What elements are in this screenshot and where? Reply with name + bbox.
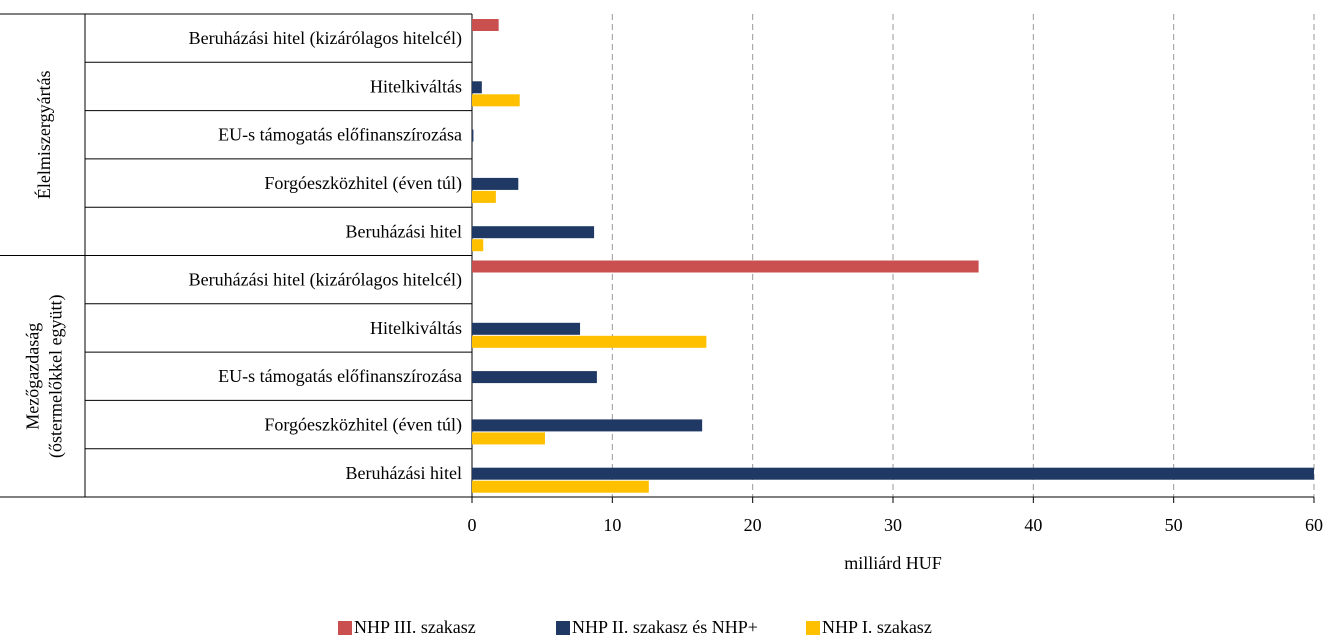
legend-swatch (338, 621, 352, 635)
bar (472, 335, 707, 348)
bar (472, 260, 979, 273)
category-label: Beruházási hitel (kizárólagos hitelcél) (189, 270, 462, 291)
bar (472, 81, 482, 94)
bar (472, 322, 581, 335)
legend-label: NHP III. szakasz (354, 617, 476, 637)
category-label: EU-s támogatás előfinanszírozása (218, 366, 462, 386)
category-label: EU-s támogatás előfinanszírozása (218, 125, 462, 145)
x-tick-label: 20 (744, 515, 762, 535)
x-tick-label: 50 (1165, 515, 1183, 535)
category-label: Beruházási hitel (kizárólagos hitelcél) (189, 28, 462, 49)
x-tick-label: 10 (603, 515, 621, 535)
bar (472, 226, 595, 239)
category-label: Beruházási hitel (346, 221, 462, 241)
group-label: Élelmiszergyártás (33, 70, 54, 199)
bar (472, 129, 474, 142)
x-tick-label: 30 (884, 515, 902, 535)
bar (472, 419, 703, 432)
category-label: Hitelkiváltás (370, 76, 462, 96)
bar (472, 371, 597, 384)
bar (472, 19, 499, 31)
x-tick-label: 40 (1024, 515, 1042, 535)
x-tick-label: 60 (1305, 515, 1323, 535)
bar (472, 239, 484, 252)
group-label: (őstermelőkkel együtt) (46, 295, 67, 458)
legend-swatch (556, 621, 570, 635)
legend-swatch (806, 621, 820, 635)
category-label: Forgóeszközhitel (éven túl) (264, 173, 462, 194)
category-label: Forgóeszközhitel (éven túl) (264, 415, 462, 436)
bar (472, 432, 545, 445)
bar (472, 467, 1314, 480)
legend-label: NHP I. szakasz (822, 617, 932, 637)
bar (472, 94, 520, 107)
category-label: Hitelkiváltás (370, 318, 462, 338)
legend-label: NHP II. szakasz és NHP+ (572, 617, 758, 637)
x-axis-label: milliárd HUF (844, 553, 942, 573)
bar (472, 190, 496, 203)
bar (472, 480, 649, 493)
group-label: Mezőgazdaság (23, 323, 43, 430)
category-label: Beruházási hitel (346, 463, 462, 483)
x-tick-label: 0 (468, 515, 477, 535)
bar (472, 177, 519, 190)
